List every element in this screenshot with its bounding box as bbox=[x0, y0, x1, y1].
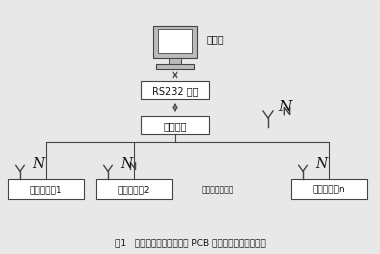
Bar bbox=[153, 27, 197, 59]
Text: 计算机: 计算机 bbox=[207, 34, 225, 44]
Text: N: N bbox=[32, 156, 44, 170]
Text: 汇聚节点: 汇聚节点 bbox=[163, 121, 187, 131]
Text: 传感器节点n: 传感器节点n bbox=[313, 185, 345, 194]
Bar bbox=[156, 65, 194, 70]
Bar bbox=[141, 82, 209, 100]
Bar bbox=[141, 117, 209, 134]
Text: N: N bbox=[315, 156, 327, 170]
Bar bbox=[169, 59, 181, 65]
Text: N: N bbox=[278, 100, 291, 114]
Text: 传感器节点1: 传感器节点1 bbox=[30, 185, 62, 194]
Bar bbox=[291, 179, 367, 199]
Text: RS232 转换: RS232 转换 bbox=[152, 86, 198, 96]
Text: 。。。。。。。: 。。。。。。。 bbox=[202, 185, 234, 194]
Text: 图1   基于无线传感器网络的 PCB 电镀电流监测系统框架: 图1 基于无线传感器网络的 PCB 电镀电流监测系统框架 bbox=[115, 237, 265, 246]
Bar bbox=[158, 30, 192, 54]
Text: N: N bbox=[120, 156, 132, 170]
Bar bbox=[96, 179, 172, 199]
Text: 传感器节点2: 传感器节点2 bbox=[118, 185, 150, 194]
Bar bbox=[8, 179, 84, 199]
